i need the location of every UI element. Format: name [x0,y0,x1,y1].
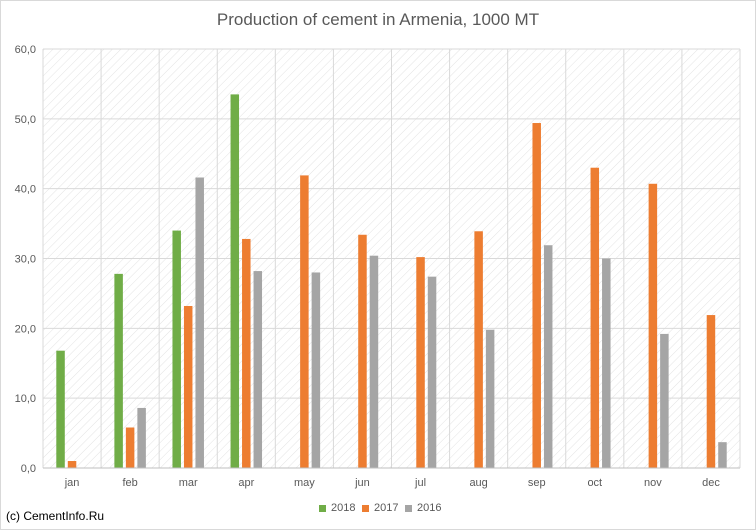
bar-2018 [230,94,240,469]
x-axis: jan feb mar apr may jun jul aug sep oct nov dec [43,467,740,489]
legend-item-2016: 2016 [405,502,441,514]
y-tick-label: 30,0 [15,254,36,266]
x-tick-label: nov [644,477,662,489]
x-tick-label: jan [64,477,80,489]
copyright-text: (c) CementInfo.Ru [6,509,105,523]
legend-swatch-2016 [405,504,412,512]
bar-2016 [253,271,263,468]
bar-2016 [485,329,495,468]
bar-2017 [474,231,483,468]
bars [56,94,727,469]
legend-swatch-2017 [362,504,369,512]
bar-2016 [543,245,553,468]
bar-2017 [67,461,77,468]
y-tick-label: 20,0 [15,323,36,335]
bar-2017 [300,175,309,469]
legend-item-2018: 2018 [319,502,355,514]
bar-2017 [125,427,135,468]
bar-2016 [602,258,611,468]
x-tick-label: dec [702,477,720,489]
x-tick-label: oct [587,477,602,489]
gridlines [42,48,741,469]
bar-2017 [416,257,425,468]
bar-2016 [660,333,669,468]
y-tick-label: 10,0 [15,393,36,405]
chart-title: Production of cement in Armenia, 1000 MT [216,10,540,29]
legend-item-2017: 2017 [362,502,398,514]
bar-2017 [532,123,541,469]
bar-2017 [242,238,251,468]
bar-2017 [706,315,716,468]
x-tick-label: apr [238,477,254,489]
legend-label-2018: 2018 [331,502,356,514]
y-tick-label: 40,0 [15,184,36,196]
x-tick-label: jun [354,477,370,489]
legend-label-2017: 2017 [374,502,399,514]
x-tick-label: jul [414,477,426,489]
y-tick-label: 0,0 [21,463,36,475]
bar-2017 [648,183,658,469]
x-tick-label: mar [179,477,198,489]
y-tick-label: 60,0 [15,44,36,56]
bar-2017 [358,234,367,468]
bar-2016 [195,177,204,468]
bar-2017 [590,167,600,468]
x-tick-label: aug [469,477,487,489]
legend-label-2016: 2016 [417,502,442,514]
bar-2018 [172,230,181,468]
bar-2016 [718,442,727,468]
bar-2018 [114,273,123,468]
x-tick-label: feb [122,477,137,489]
bar-2016 [311,272,321,468]
y-tick-label: 50,0 [15,114,36,126]
legend-swatch-2018 [319,504,326,512]
bar-2016 [369,255,379,468]
y-axis: 0,0 10,0 20,0 30,0 40,0 50,0 60,0 [15,44,36,475]
bar-2016 [137,407,146,468]
bar-2018 [56,350,65,468]
bar-2017 [183,305,193,468]
bar-2016 [427,276,437,468]
x-tick-label: may [294,477,315,489]
x-tick-label: sep [528,477,546,489]
